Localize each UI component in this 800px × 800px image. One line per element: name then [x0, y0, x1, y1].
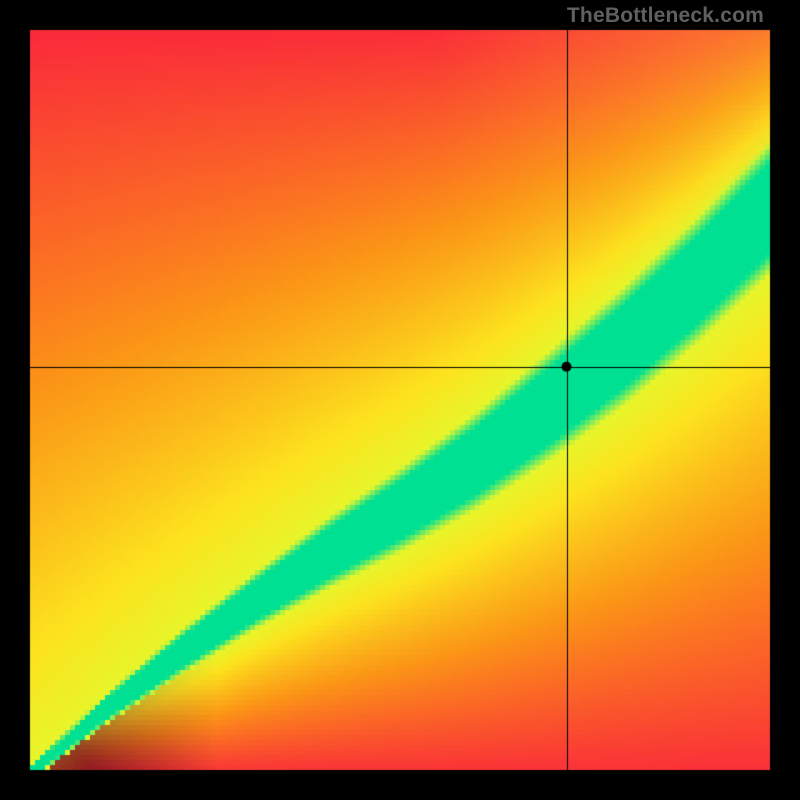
chart-container: TheBottleneck.com: [0, 0, 800, 800]
bottleneck-heatmap: [0, 0, 800, 800]
watermark-text: TheBottleneck.com: [567, 4, 764, 28]
